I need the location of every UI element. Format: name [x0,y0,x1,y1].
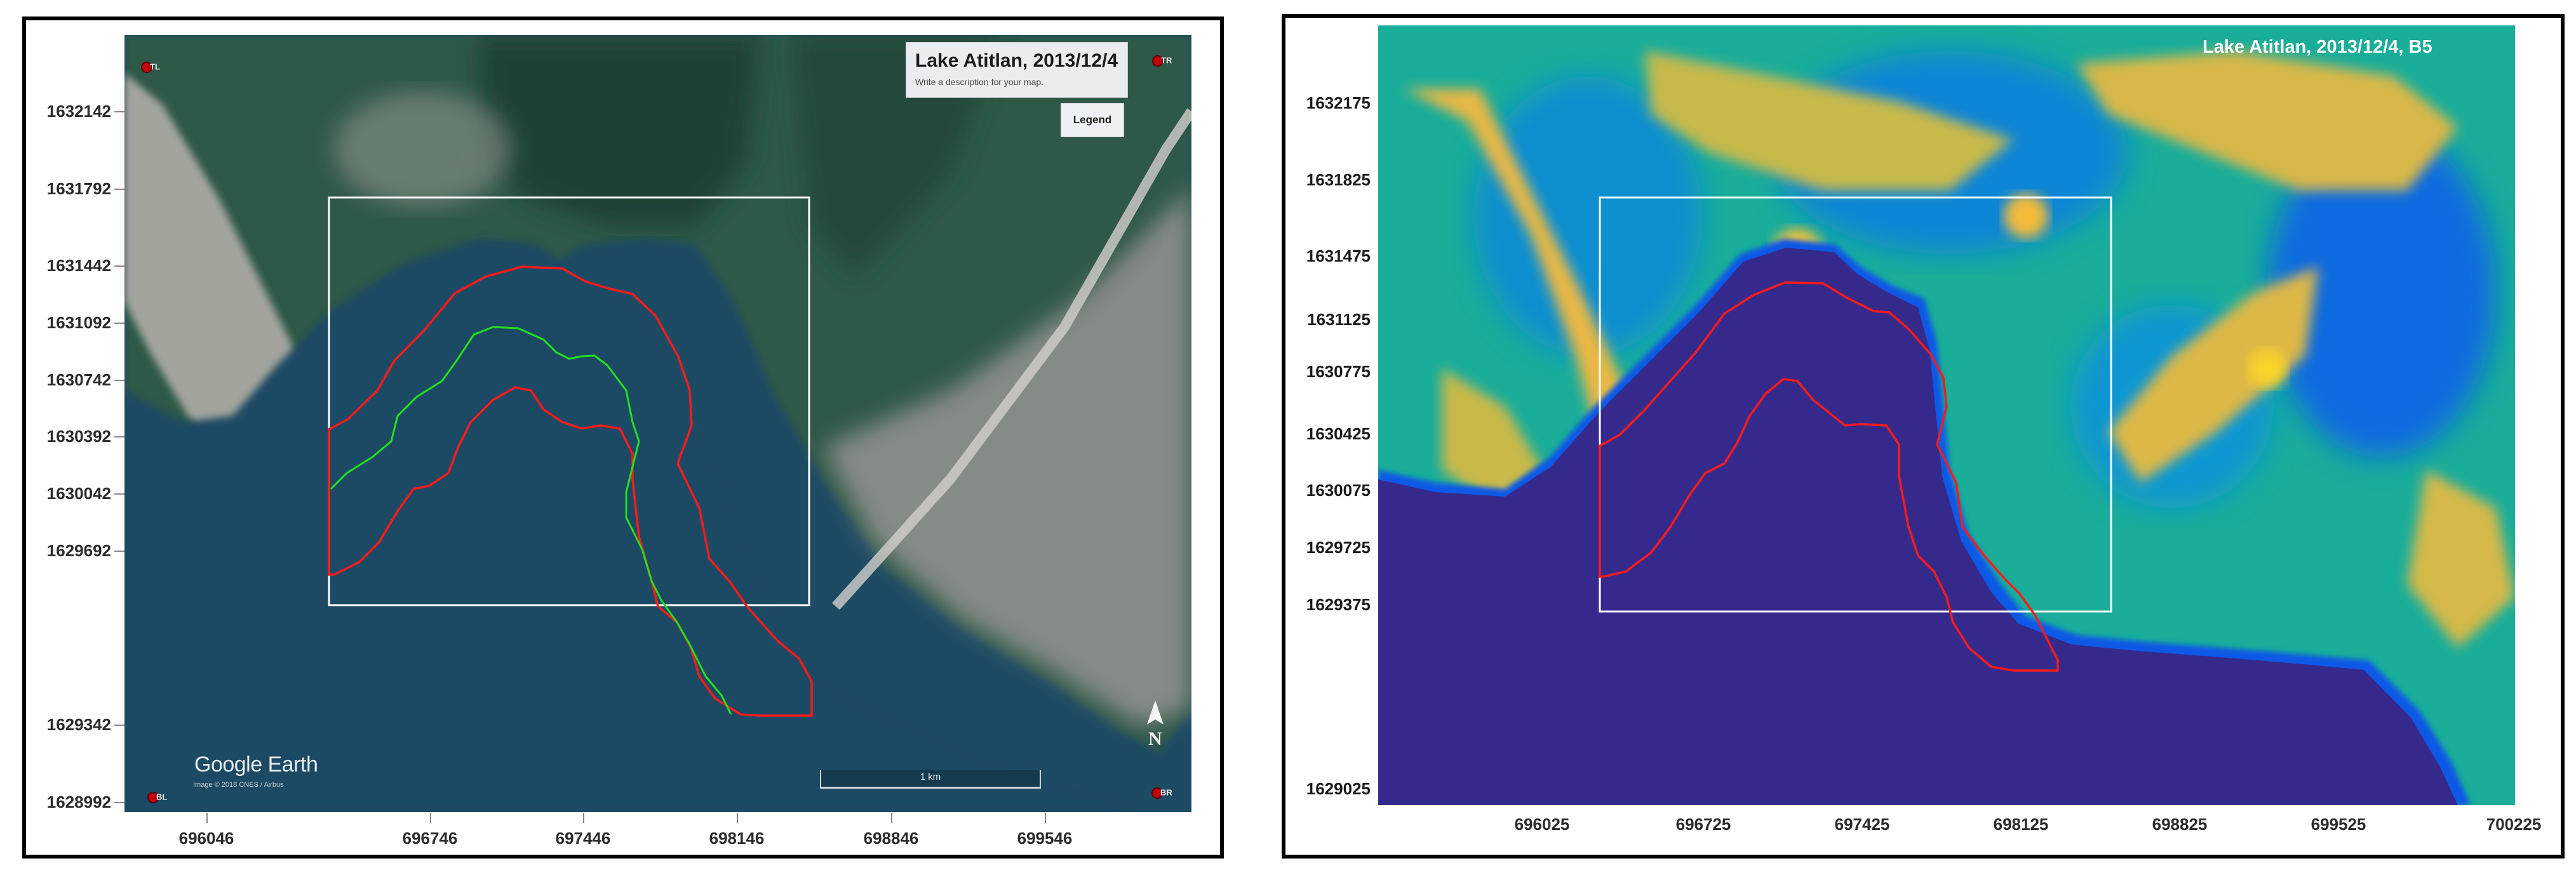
x-tick-label: 697446 [555,829,611,848]
y-tick-label: 1630392 [46,427,111,446]
x-tick-label: 699546 [1017,829,1073,848]
scale-bar: 1 km [820,770,1041,789]
map-title: Lake Atitlan, 2013/12/4 [915,50,1118,71]
x-tick-mark [206,813,208,823]
corner-marker-bl[interactable]: BL [147,792,167,803]
y-tick-label: 1631125 [1307,310,1371,329]
band5-raster [1378,25,2515,805]
y-tick-label: 1630425 [1306,424,1371,443]
y-tick-mark [114,189,124,190]
y-tick-mark [114,380,124,381]
shoreline-line [330,326,732,715]
x-tick-label: 698146 [709,829,765,848]
x-tick-mark [737,813,738,823]
y-tick-label: 1632175 [1306,93,1371,112]
y-tick-label: 1630075 [1306,481,1371,500]
y-tick-label: 1631825 [1306,170,1371,189]
x-tick-label: 697425 [1834,815,1890,834]
y-tick-label: 1631442 [46,256,111,275]
roi-box [328,196,810,606]
y-tick-label: 1630042 [46,484,111,503]
y-tick-mark [114,551,124,552]
x-tick-label: 696025 [1514,815,1570,834]
y-tick-label: 1632142 [46,102,111,121]
scale-bar-label: 1 km [920,772,941,782]
corner-marker-br[interactable]: BR [1151,787,1172,799]
y-tick-label: 1631475 [1306,246,1371,265]
y-tick-label: 1630775 [1306,362,1371,381]
y-tick-mark [114,802,124,803]
y-tick-label: 1629025 [1306,779,1371,798]
north-arrow-icon: N [1146,700,1165,751]
satellite-imagery [124,35,1191,812]
y-tick-mark [114,493,124,495]
y-tick-mark [114,111,124,112]
placemark-icon [1152,55,1164,67]
x-tick-mark [891,813,892,823]
y-tick-label: 1631792 [46,179,111,198]
x-tick-mark [583,813,584,823]
x-tick-label: 696746 [402,829,458,848]
y-tick-label: 1631092 [46,313,111,332]
band5-map-title: Lake Atitlan, 2013/12/4, B5 [2203,37,2432,57]
google-earth-logo: Google Earth [194,752,318,777]
x-tick-label: 698125 [1993,815,2049,834]
x-tick-label: 696046 [178,829,234,848]
x-tick-mark [1045,813,1046,823]
y-tick-mark [114,323,124,324]
map-description: Write a description for your map. [915,77,1044,87]
placemark-icon [1151,787,1163,799]
x-tick-label: 698825 [2152,815,2208,834]
x-tick-mark [430,813,431,823]
y-tick-label: 1630742 [46,370,111,389]
y-tick-mark [114,725,124,726]
image-credit: Image © 2018 CNES / Airbus [193,781,284,789]
corner-marker-tr[interactable]: TR [1152,55,1172,67]
x-tick-label: 700225 [2486,815,2542,834]
y-tick-label: 1629375 [1306,595,1371,614]
y-tick-label: 1629725 [1306,538,1371,557]
buffer-polygon [1599,281,2059,672]
x-tick-label: 696725 [1675,815,1731,834]
placemark-icon [147,792,159,803]
band5-heatmap-view[interactable]: Lake Atitlan, 2013/12/4, B5 [1378,25,2515,805]
satellite-map-view[interactable]: Lake Atitlan, 2013/12/4 Write a descript… [124,35,1191,812]
y-tick-label: 1628992 [46,792,111,812]
y-tick-label: 1629692 [46,541,111,560]
corner-marker-tl[interactable]: TL [141,62,160,73]
y-tick-label: 1629342 [46,715,111,734]
y-tick-mark [114,436,124,438]
y-tick-mark [114,265,124,267]
map-title-box[interactable]: Lake Atitlan, 2013/12/4 Write a descript… [906,42,1128,98]
legend-button[interactable]: Legend [1061,103,1124,137]
x-tick-label: 699525 [2311,815,2366,834]
roi-box [1599,196,2112,613]
x-tick-label: 698846 [863,829,919,848]
placemark-icon [141,62,152,73]
